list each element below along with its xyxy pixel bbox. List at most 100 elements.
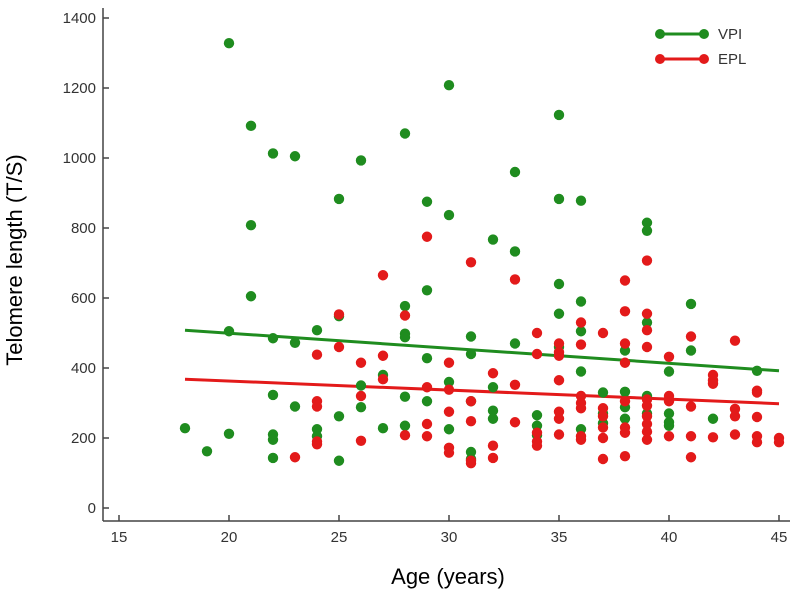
- epl-data-point: [641, 325, 653, 336]
- epl-data-point: [773, 437, 785, 448]
- vpi-data-point: [245, 120, 257, 131]
- epl-data-point: [751, 387, 763, 398]
- y-tick-label: 1400: [63, 10, 96, 27]
- epl-data-point: [443, 384, 455, 395]
- epl-data-point: [641, 400, 653, 411]
- epl-data-point: [311, 439, 323, 450]
- x-axis-title: Age (years): [391, 564, 505, 589]
- y-tick-label: 0: [88, 500, 96, 517]
- epl-data-point: [399, 310, 411, 321]
- vpi-data-point: [597, 387, 609, 398]
- epl-data-point: [597, 327, 609, 339]
- vpi-data-point: [245, 220, 257, 231]
- epl-data-point: [641, 255, 653, 266]
- epl-data-point: [421, 382, 433, 393]
- vpi-data-point: [223, 38, 235, 49]
- epl-data-point: [729, 411, 741, 422]
- epl-data-point: [641, 426, 653, 437]
- x-tick-label: 35: [551, 529, 568, 546]
- vpi-data-point: [553, 278, 565, 290]
- vpi-data-point: [641, 217, 653, 228]
- vpi-data-point: [399, 420, 411, 431]
- vpi-data-point: [399, 300, 411, 312]
- epl-data-point: [377, 374, 389, 385]
- vpi-data-point: [575, 326, 587, 337]
- epl-data-point: [597, 453, 609, 465]
- vpi-data-point: [421, 196, 433, 207]
- epl-data-point: [619, 338, 631, 349]
- epl-data-point: [553, 338, 565, 349]
- vpi-legend-marker: [699, 29, 709, 39]
- epl-data-point: [729, 335, 741, 346]
- epl-data-point: [531, 427, 543, 438]
- data-points: [179, 38, 785, 469]
- epl-data-point: [641, 411, 653, 422]
- epl-data-point: [509, 274, 521, 285]
- y-tick-label: 1200: [63, 80, 96, 97]
- epl-data-point: [619, 306, 631, 317]
- epl-data-point: [597, 422, 609, 433]
- y-tick-label: 400: [71, 360, 96, 377]
- vpi-data-point: [421, 353, 433, 364]
- vpi-data-point: [487, 234, 499, 245]
- vpi-legend-label: VPI: [718, 26, 742, 43]
- epl-data-point: [333, 341, 345, 353]
- epl-data-point: [641, 341, 653, 353]
- vpi-data-point: [707, 413, 719, 424]
- vpi-data-point: [355, 155, 367, 166]
- epl-data-point: [487, 440, 499, 451]
- epl-data-point: [751, 437, 763, 448]
- vpi-data-point: [333, 455, 345, 466]
- vpi-data-point: [575, 195, 587, 206]
- vpi-data-point: [685, 298, 697, 310]
- epl-legend-label: EPL: [718, 51, 746, 68]
- epl-data-point: [597, 403, 609, 414]
- vpi-data-point: [289, 151, 301, 162]
- epl-data-point: [685, 401, 697, 412]
- vpi-data-point: [663, 366, 675, 377]
- vpi-data-point: [399, 332, 411, 343]
- epl-data-point: [553, 429, 565, 440]
- epl-data-point: [641, 434, 653, 445]
- vpi-data-point: [641, 317, 653, 328]
- vpi-data-point: [619, 413, 631, 424]
- epl-data-point: [465, 416, 477, 427]
- epl-data-point: [355, 435, 367, 446]
- epl-data-point: [597, 411, 609, 422]
- epl-data-point: [487, 452, 499, 464]
- epl-data-point: [575, 434, 587, 445]
- y-tick-label: 600: [71, 290, 96, 307]
- epl-data-point: [619, 427, 631, 438]
- epl-data-point: [531, 348, 543, 360]
- vpi-data-point: [245, 291, 257, 302]
- x-tick-label: 20: [221, 529, 238, 546]
- epl-data-point: [443, 406, 455, 417]
- vpi-data-point: [531, 410, 543, 421]
- vpi-data-point: [443, 209, 455, 221]
- epl-data-point: [333, 309, 345, 320]
- epl-data-point: [355, 357, 367, 368]
- vpi-data-point: [289, 337, 301, 348]
- epl-data-point: [311, 401, 323, 412]
- legend: VPI EPL: [655, 26, 746, 68]
- y-tick-label: 1000: [63, 150, 96, 167]
- vpi-data-point: [421, 396, 433, 407]
- epl-data-point: [509, 379, 521, 390]
- x-tick-label: 30: [441, 529, 458, 546]
- vpi-data-point: [575, 296, 587, 307]
- epl-data-point: [663, 351, 675, 362]
- vpi-data-point: [553, 109, 565, 121]
- vpi-data-point: [223, 428, 235, 439]
- vpi-data-point: [443, 80, 455, 91]
- vpi-data-point: [619, 386, 631, 397]
- vpi-data-point: [289, 401, 301, 412]
- epl-data-point: [619, 451, 631, 462]
- vpi-data-point: [509, 166, 521, 178]
- vpi-data-point: [509, 338, 521, 349]
- epl-data-point: [553, 375, 565, 386]
- vpi-data-point: [509, 246, 521, 257]
- vpi-data-point: [179, 423, 191, 434]
- vpi-data-point: [267, 148, 279, 159]
- vpi-data-point: [685, 345, 697, 356]
